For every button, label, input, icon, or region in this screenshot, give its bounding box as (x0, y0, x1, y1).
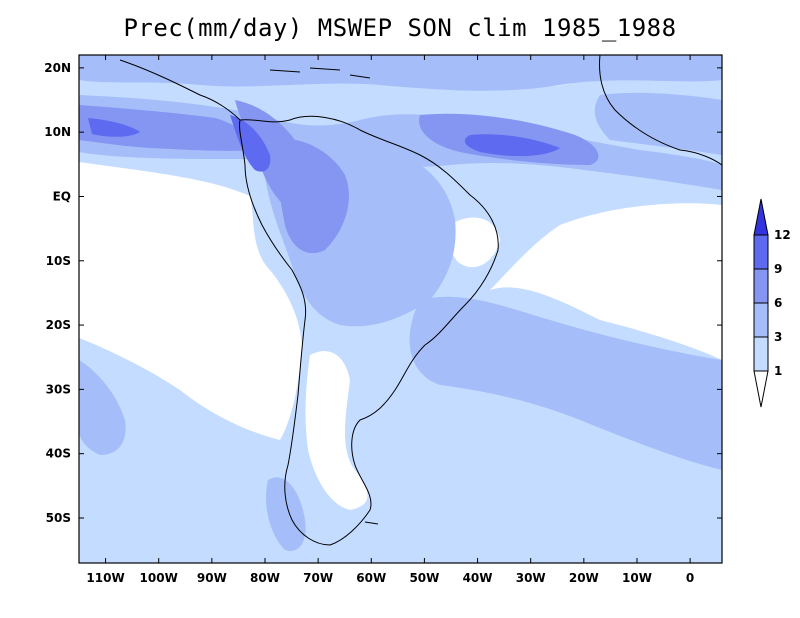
wet-zone-sacz (409, 296, 722, 470)
falkland-islands (364, 521, 379, 525)
lon-tick-label: 60W (356, 571, 386, 585)
map-title: Prec(mm/day) MSWEP SON clim 1985_1988 (123, 14, 677, 42)
heavy-zone-east-pacific (79, 105, 255, 151)
colorbar-over-triangle (753, 198, 769, 236)
plot-frame (78, 54, 723, 564)
wet-zone-southern-pacific (79, 360, 126, 455)
longitude-axis: 110W 100W 90W 80W 70W 60W 50W 40W 30W 20W 10W 0 (86, 55, 694, 585)
peak-zone-pacific-west (88, 118, 140, 137)
lon-tick-label: 0 (686, 571, 694, 585)
lon-tick-label: 10W (622, 571, 652, 585)
colorbar-level-label: 9 (774, 262, 782, 276)
colorbar-level-label: 6 (774, 296, 782, 310)
lon-tick-label: 70W (303, 571, 333, 585)
lat-tick-label: 10S (46, 254, 71, 268)
dry-zone-pacific (79, 162, 302, 440)
colorbar-under-triangle (753, 370, 769, 408)
dry-zone-patagonia (305, 351, 368, 510)
colorbar-segment (753, 234, 769, 270)
lat-tick-label: 50S (46, 511, 71, 525)
lat-tick-label: 40S (46, 447, 71, 461)
lon-tick-label: 30W (516, 571, 546, 585)
colorbar-segment (753, 268, 769, 304)
heavy-zone-western-amazon (275, 139, 349, 254)
lon-tick-label: 40W (463, 571, 493, 585)
colorbar-segment (753, 336, 769, 372)
caribbean-islands (269, 67, 371, 79)
lat-tick-label: 30S (46, 382, 71, 396)
lon-tick-label: 100W (140, 571, 178, 585)
lat-tick-label: 20N (44, 61, 71, 75)
central-america-coastline (119, 59, 241, 121)
lon-tick-label: 80W (250, 571, 280, 585)
south-america-coastline (239, 115, 499, 546)
africa-coastline (599, 55, 722, 166)
dry-zone-northeast-brazil (447, 217, 500, 268)
precip-field (79, 55, 722, 551)
wet-zone-africa-west (594, 92, 722, 155)
lat-tick-label: 20S (46, 318, 71, 332)
colorbar-level-label: 3 (774, 330, 782, 344)
colorbar-level-label: 1 (774, 364, 782, 378)
peak-zone-atlantic (464, 134, 560, 157)
lon-tick-label: 90W (197, 571, 227, 585)
wet-zone-itcz-pacific (79, 95, 722, 190)
lat-tick-label: 10N (44, 125, 71, 139)
dry-zone-atlantic (490, 203, 722, 360)
colorbar-segment (753, 302, 769, 338)
wet-zone-chile-coast (265, 477, 306, 551)
colorbar: 1 3 6 9 12 (753, 198, 791, 408)
colorbar-level-label: 12 (774, 228, 791, 242)
lon-tick-label: 20W (569, 571, 599, 585)
wet-zone-caribbean (79, 55, 722, 91)
coastlines (119, 55, 722, 546)
lon-tick-label: 50W (409, 571, 439, 585)
latitude-axis: 20N 10N EQ 10S 20S 30S 40S 50S (44, 61, 722, 525)
lon-tick-label: 110W (86, 571, 124, 585)
lat-tick-label: EQ (53, 189, 71, 203)
